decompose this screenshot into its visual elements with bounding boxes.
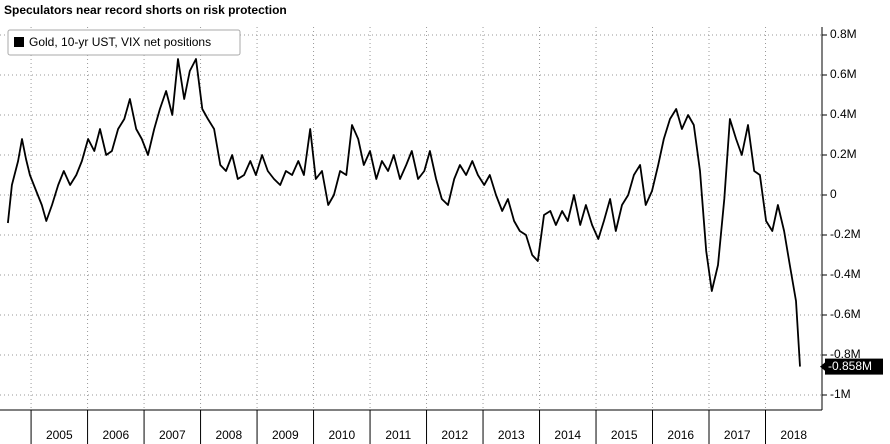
x-tick-label: 2016 xyxy=(667,428,694,442)
end-label: -0.858M xyxy=(828,359,872,373)
line xyxy=(7,58,801,367)
x-tick-label: 2006 xyxy=(102,428,129,442)
x-tick-label: 2007 xyxy=(159,428,186,442)
y-tick-label: 0.8M xyxy=(830,27,857,41)
x-tick-label: 2012 xyxy=(441,428,468,442)
legend-swatch xyxy=(14,37,24,47)
y-tick-label: -0.8M xyxy=(830,347,861,361)
x-tick-label: 2005 xyxy=(46,428,73,442)
x-tick-label: 2008 xyxy=(215,428,242,442)
x-tick-label: 2011 xyxy=(385,428,411,442)
legend-label: Gold, 10-yr UST, VIX net positions xyxy=(29,35,211,49)
x-tick-label: 2018 xyxy=(780,428,807,442)
y-tick-label: -0.4M xyxy=(830,267,861,281)
x-tick-label: 2017 xyxy=(724,428,751,442)
y-tick-label: 0 xyxy=(830,187,837,201)
y-tick-label: -1M xyxy=(830,387,851,401)
x-tick-label: 2015 xyxy=(611,428,638,442)
end-label-pointer xyxy=(820,361,826,372)
x-tick-label: 2009 xyxy=(272,428,299,442)
x-tick-label: 2014 xyxy=(554,428,581,442)
y-tick-label: 0.4M xyxy=(830,107,857,121)
x-tick-label: 2013 xyxy=(498,428,525,442)
x-tick-label: 2010 xyxy=(328,428,355,442)
y-tick-label: 0.6M xyxy=(830,67,857,81)
chart-title: Speculators near record shorts on risk p… xyxy=(4,3,287,17)
end-label-box xyxy=(825,358,883,375)
y-tick-label: 0.2M xyxy=(830,147,857,161)
legend: Gold, 10-yr UST, VIX net positions xyxy=(7,29,241,56)
legend-box xyxy=(7,29,241,56)
y-tick-label: -0.6M xyxy=(830,307,861,321)
y-tick-label: -0.2M xyxy=(830,227,861,241)
